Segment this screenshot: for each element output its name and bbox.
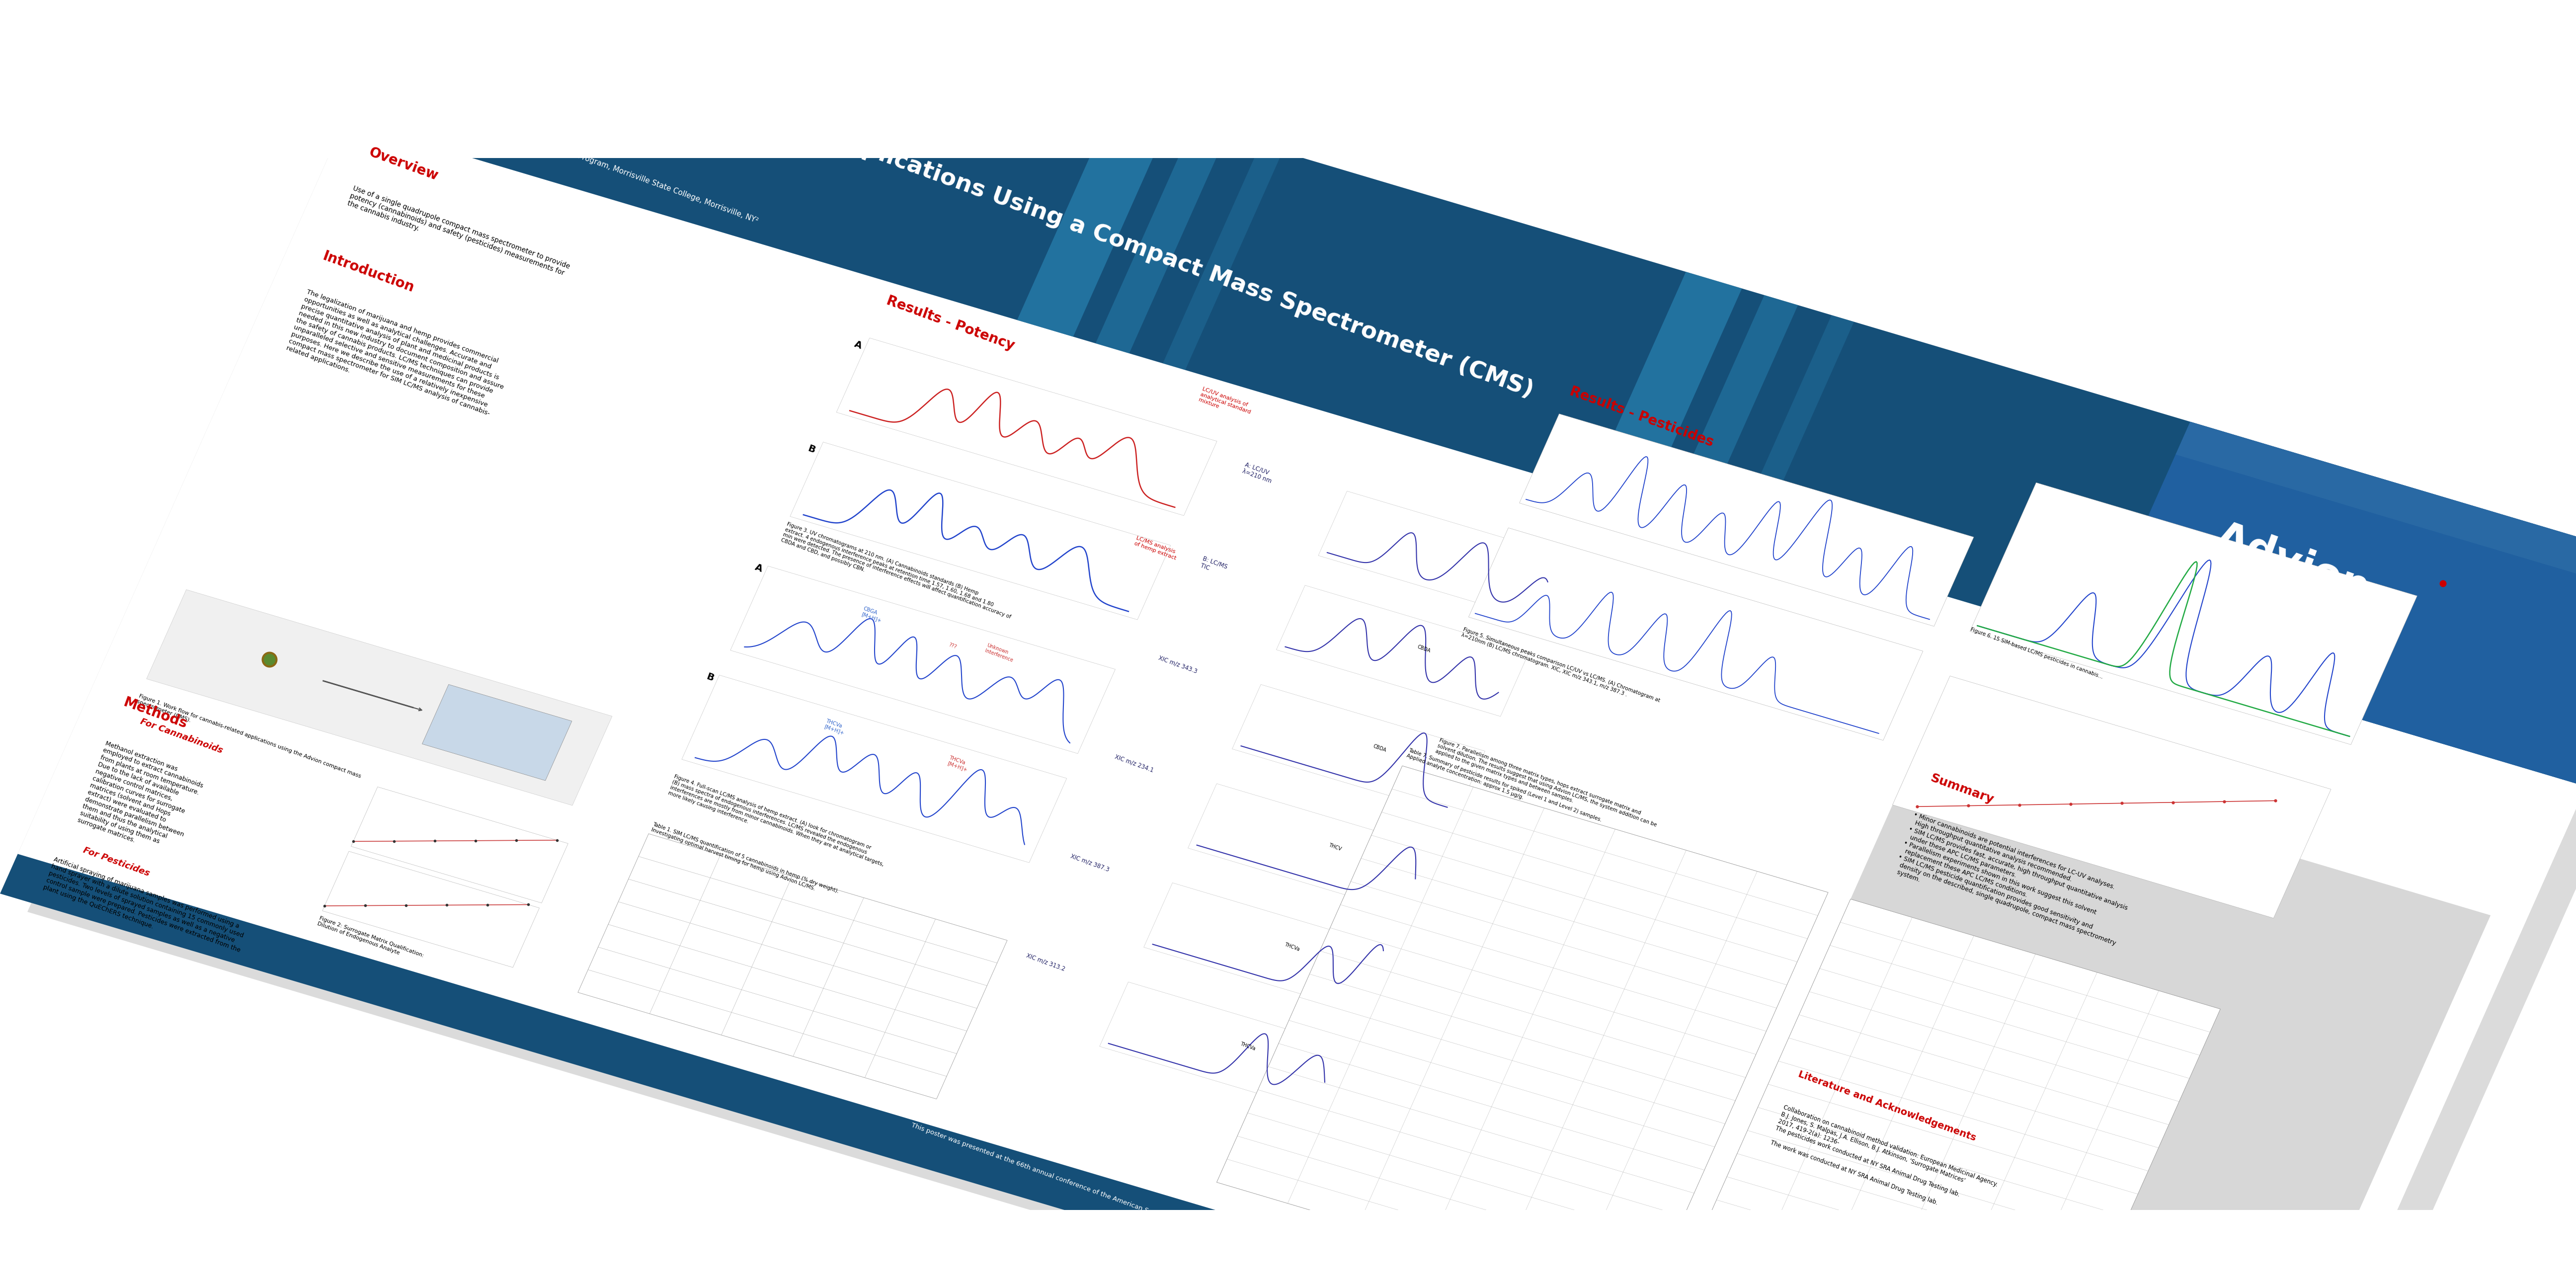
Polygon shape — [147, 590, 613, 805]
Polygon shape — [1664, 899, 2221, 1288]
Text: Collaboration on cannabinoid method validation: European Medicinal Agency.
B.J. : Collaboration on cannabinoid method vali… — [1770, 1104, 1999, 1224]
Polygon shape — [1278, 1020, 1716, 1170]
Polygon shape — [1329, 904, 1767, 1055]
Text: THCVa: THCVa — [1239, 1041, 1257, 1051]
Text: Figure 6. 15 SIM-based LC/MS pesticides in cannabis...: Figure 6. 15 SIM-based LC/MS pesticides … — [1971, 627, 2105, 680]
Polygon shape — [1319, 927, 1757, 1078]
Polygon shape — [350, 787, 569, 903]
Polygon shape — [1340, 881, 1777, 1032]
Polygon shape — [1288, 997, 1726, 1146]
Polygon shape — [1736, 1131, 2117, 1264]
Polygon shape — [1589, 272, 1741, 506]
Text: Introduction: Introduction — [319, 249, 415, 295]
Polygon shape — [1257, 1066, 1695, 1216]
Polygon shape — [1685, 1247, 2066, 1288]
Text: Overview: Overview — [366, 146, 440, 183]
Polygon shape — [577, 833, 1007, 1099]
Text: Summary: Summary — [1929, 772, 1996, 806]
Text: A: A — [853, 340, 863, 352]
Polygon shape — [1231, 684, 1484, 815]
Polygon shape — [1267, 1043, 1705, 1193]
Text: New York Equine Drug Testing and Research Program, Morrisville State College, Mo: New York Equine Drug Testing and Researc… — [417, 94, 760, 224]
Text: For Cannabinoids: For Cannabinoids — [139, 717, 224, 755]
Polygon shape — [1829, 922, 2210, 1055]
Polygon shape — [683, 675, 1066, 863]
Polygon shape — [1734, 316, 1855, 540]
Polygon shape — [1767, 1061, 2148, 1194]
Polygon shape — [1695, 1224, 2076, 1288]
Polygon shape — [1747, 1108, 2128, 1240]
Text: • Minor cannabinoids are potential interferences for LC-UV analyses.
  High thro: • Minor cannabinoids are potential inter… — [1893, 811, 2136, 953]
Text: CBGA
[M+H]+: CBGA [M+H]+ — [860, 605, 884, 623]
Polygon shape — [1468, 528, 1922, 741]
Text: CBDA: CBDA — [1373, 743, 1386, 753]
Polygon shape — [1309, 951, 1747, 1101]
Text: A: LC/UV
λ=210 nm: A: LC/UV λ=210 nm — [1242, 461, 1275, 484]
Text: LC/MS analysis
of hemp extract: LC/MS analysis of hemp extract — [1133, 536, 1180, 560]
Polygon shape — [1788, 1015, 2169, 1148]
Polygon shape — [1716, 1177, 2097, 1288]
Text: A: A — [752, 563, 762, 574]
Polygon shape — [1298, 974, 1736, 1124]
Text: Figure 2: Surrogate Matrix Qualification:
Dilution of Endogenous Analyte: Figure 2: Surrogate Matrix Qualification… — [317, 916, 425, 963]
Text: Figure 3. UV chromatograms at 210 nm. (A) Cannabinoids standards (B) Hemp
extrac: Figure 3. UV chromatograms at 210 nm. (A… — [781, 522, 1015, 625]
Polygon shape — [1236, 1113, 1674, 1262]
Polygon shape — [1095, 125, 1226, 353]
Text: Artificial spraying of marijuana samples was performed using a
hand sprayer with: Artificial spraying of marijuana samples… — [41, 857, 250, 961]
Text: The legalization of marijuana and hemp provides commercial
opportunities as well: The legalization of marijuana and hemp p… — [286, 289, 513, 425]
Polygon shape — [422, 684, 572, 781]
Text: Figure 4. Full-scan LC/MS analysis of hemp extract. (A) look for chromatogram or: Figure 4. Full-scan LC/MS analysis of he… — [667, 774, 889, 873]
Polygon shape — [1162, 146, 1283, 370]
Polygon shape — [2177, 421, 2576, 601]
Text: CBDA: CBDA — [1417, 644, 1432, 654]
Polygon shape — [1662, 746, 2491, 1288]
Polygon shape — [1667, 295, 1798, 523]
Text: Unknown
Interference: Unknown Interference — [984, 643, 1015, 663]
Text: Literature and Acknowledgements: Literature and Acknowledgements — [1798, 1069, 1978, 1142]
Polygon shape — [1757, 1084, 2138, 1217]
Polygon shape — [1839, 899, 2221, 1032]
Text: Results - Pesticides: Results - Pesticides — [1569, 384, 1716, 450]
Text: THCVa: THCVa — [1283, 942, 1301, 952]
Text: Cannabis-related Bioanalysis Applications Using a Compact Mass Spectrometer (CMS: Cannabis-related Bioanalysis Application… — [456, 0, 1535, 402]
Polygon shape — [28, 0, 2576, 1288]
Polygon shape — [1893, 676, 2331, 918]
Text: ???: ??? — [948, 643, 958, 650]
Text: B: B — [806, 443, 817, 455]
Polygon shape — [837, 337, 1216, 515]
Text: Figure 7. Parallelism among three matrix types, hops extract surrogate matrix an: Figure 7. Parallelism among three matrix… — [1435, 738, 1659, 833]
Polygon shape — [1350, 858, 1788, 1009]
Text: Use of a single quadrupole compact mass spectrometer to provide
potency (cannabi: Use of a single quadrupole compact mass … — [345, 184, 572, 285]
Polygon shape — [1808, 969, 2190, 1101]
Polygon shape — [1144, 882, 1396, 1014]
Polygon shape — [1777, 1038, 2159, 1171]
Polygon shape — [1188, 783, 1440, 914]
Text: Advion: Advion — [2210, 516, 2375, 609]
Polygon shape — [1018, 102, 1170, 336]
Polygon shape — [1674, 1269, 2056, 1288]
Polygon shape — [791, 442, 1170, 620]
Polygon shape — [1275, 585, 1530, 716]
Polygon shape — [1705, 1200, 2087, 1288]
Text: THCVa
[M+H]+: THCVa [M+H]+ — [945, 755, 971, 773]
Text: XIC m/z 313.2: XIC m/z 313.2 — [1025, 952, 1066, 972]
Text: Results - Potency: Results - Potency — [884, 294, 1018, 353]
Text: Methods: Methods — [121, 696, 191, 732]
Text: Methanol extraction was
employed to extract cannabinoids
from plants at room tem: Methanol extraction was employed to extr… — [77, 741, 206, 859]
Polygon shape — [1391, 766, 1829, 916]
Text: B: B — [706, 672, 716, 683]
Polygon shape — [1100, 981, 1352, 1113]
Polygon shape — [1726, 1154, 2107, 1287]
Polygon shape — [1520, 413, 1973, 626]
Text: LC/UV analysis of
analytical standard
mixture: LC/UV analysis of analytical standard mi… — [1198, 386, 1255, 420]
Text: XIC m/z 387.3: XIC m/z 387.3 — [1069, 853, 1110, 873]
Polygon shape — [1319, 491, 1571, 622]
Polygon shape — [322, 851, 538, 967]
Text: THCVa
[M+H]+: THCVa [M+H]+ — [824, 719, 848, 735]
Text: Ben Nau¹, Jack D. Henion¹, George Maylin²: Ben Nau¹, Jack D. Henion¹, George Maylin… — [435, 49, 631, 129]
Polygon shape — [0, 854, 2259, 1288]
Text: THCV: THCV — [1329, 842, 1342, 851]
Polygon shape — [1216, 1159, 1654, 1288]
Polygon shape — [1360, 835, 1798, 985]
